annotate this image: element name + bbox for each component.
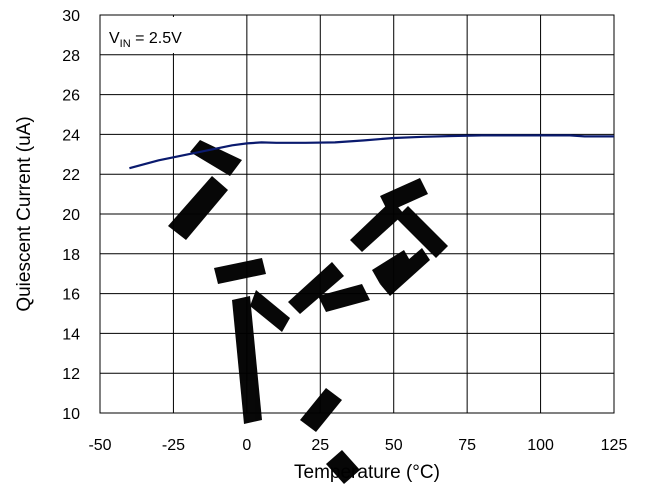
y-tick-label: 10 <box>62 406 80 423</box>
y-tick-label: 16 <box>62 287 80 304</box>
y-tick-label: 14 <box>62 326 80 343</box>
x-tick-label: 0 <box>242 437 251 454</box>
x-axis-label: Temperature (°C) <box>294 462 440 483</box>
y-tick-label: 28 <box>62 48 80 65</box>
annotation-box: VIN = 2.5V <box>102 17 214 53</box>
y-tick-label: 22 <box>62 167 80 184</box>
x-tick-label: -25 <box>162 437 185 454</box>
x-tick-label: 125 <box>601 437 628 454</box>
vin-annotation-subscript: IN <box>120 38 131 50</box>
vin-annotation-value: = 2.5V <box>131 30 182 47</box>
y-tick-label: 18 <box>62 247 80 264</box>
y-tick-label: 20 <box>62 207 80 224</box>
y-tick-label: 12 <box>62 366 80 383</box>
x-tick-labels: -50 -25 0 25 50 75 100 125 <box>88 437 627 454</box>
x-tick-label: 75 <box>458 437 476 454</box>
y-tick-labels: 10 12 14 16 18 20 22 24 26 28 30 <box>62 8 80 423</box>
series-line <box>129 134 614 170</box>
y-tick-label: 24 <box>62 127 80 144</box>
vin-annotation: VIN = 2.5V <box>109 30 182 50</box>
y-tick-label: 30 <box>62 8 80 25</box>
watermark <box>168 140 448 484</box>
plot-area <box>99 14 615 414</box>
y-tick-label: 26 <box>62 88 80 105</box>
x-tick-label: 25 <box>311 437 329 454</box>
y-axis-label: Quiescent Current (uA) <box>14 116 35 311</box>
gridlines <box>99 14 615 414</box>
x-tick-label: 100 <box>527 437 554 454</box>
x-tick-label: -50 <box>88 437 111 454</box>
vin-annotation-prefix: V <box>109 30 120 47</box>
x-tick-label: 50 <box>385 437 403 454</box>
